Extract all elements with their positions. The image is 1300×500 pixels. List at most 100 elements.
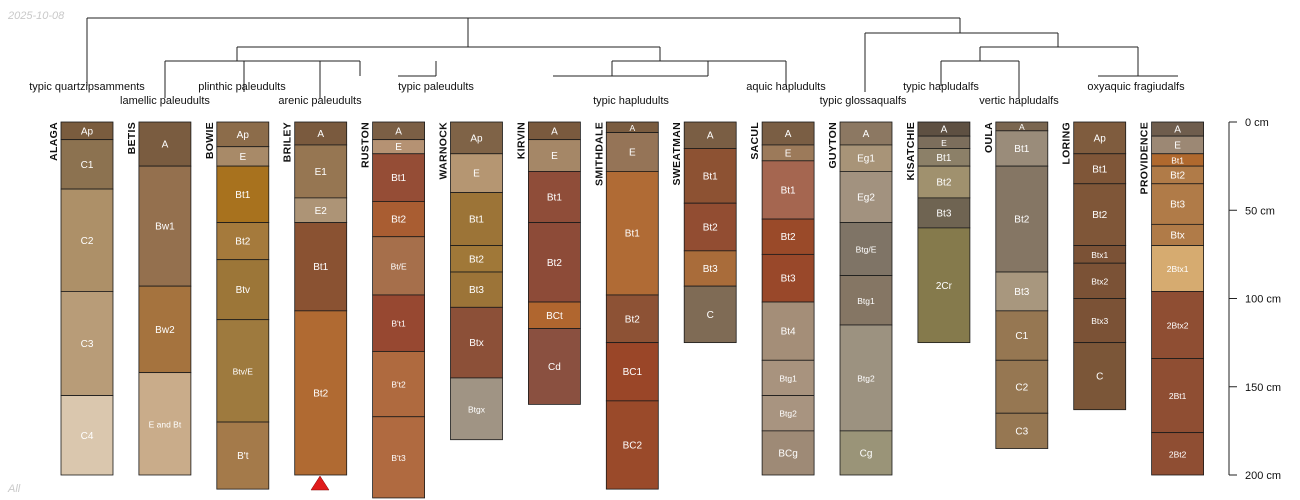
horizon-label: Bt3: [469, 285, 484, 296]
horizon-block: [761, 253, 815, 303]
horizon-label: Bt1: [1092, 164, 1107, 175]
horizon-label: Ap: [470, 133, 483, 144]
horizon-label: A: [941, 125, 948, 136]
horizon-block: [1151, 245, 1204, 292]
horizon-label: Bt1: [235, 190, 250, 201]
axis-tick-label: 100 cm: [1245, 294, 1281, 306]
horizon-label: Bt2: [1092, 210, 1107, 221]
horizon-block: [450, 245, 503, 273]
horizon-label: Bt4: [781, 327, 796, 338]
horizon-block: [683, 250, 737, 287]
horizon-label: E: [551, 151, 558, 162]
profile-loring: LORING Ap Bt1 Bt2 Btx1 Btx2 Btx3 C: [1061, 121, 1127, 411]
profile-name: KIRVIN: [515, 122, 527, 159]
horizon-block: [216, 421, 270, 490]
horizon-label: Bt1: [625, 229, 640, 240]
horizon-block: [839, 144, 893, 172]
horizon-label: A: [551, 126, 558, 137]
horizon-block: [1073, 121, 1127, 155]
horizon-block: [372, 294, 426, 352]
axis-tick-label: 0 cm: [1245, 117, 1269, 129]
profile-columns: ALAGA Ap C1 C2 C3 C4 BETIS A Bw1 Bw2 E and Bt BOWIE…: [48, 121, 1204, 499]
profile-name: BRILEY: [282, 122, 294, 162]
horizon-label: Bt1: [391, 173, 406, 184]
horizon-block: [839, 171, 893, 224]
horizon-label: C: [1096, 372, 1103, 383]
horizon-label: BC2: [623, 440, 643, 451]
horizon-label: C2: [1015, 382, 1028, 393]
horizon-label: Bt3: [703, 264, 718, 275]
horizon-label: Bt3: [781, 274, 796, 285]
horizon-label: Bt3: [1170, 200, 1185, 211]
horizon-label: BCt: [546, 311, 563, 322]
horizon-label: Bt3: [936, 208, 951, 219]
horizon-label: Bt1: [1014, 144, 1029, 155]
horizon-label: C2: [81, 236, 94, 247]
profile-name: SACUL: [749, 122, 761, 160]
horizon-block: [1073, 262, 1127, 299]
horizon-block: [605, 342, 659, 402]
horizon-label: A: [317, 129, 324, 140]
profile-ruston: RUSTON AE Bt1 Bt2 Bt/E B't1 B't2 B't3: [360, 121, 426, 499]
horizon-block: [995, 165, 1049, 273]
profile-guyton: GUYTON A Eg1 Eg2 Btg/E Btg1 Btg2 Cg: [827, 121, 893, 476]
horizon-block: [917, 165, 971, 199]
horizon-label: E: [473, 169, 480, 180]
horizon-label: Bt/E: [391, 261, 407, 271]
horizon-label: C1: [81, 160, 94, 171]
horizon-label: Bt2: [1170, 170, 1185, 181]
horizon-label: 2Bt1: [1169, 391, 1187, 401]
horizon-block: [138, 121, 192, 167]
profile-name: PROVIDENCE: [1139, 122, 1151, 194]
horizon-block: [450, 192, 503, 246]
horizon-label: BC1: [623, 367, 643, 378]
profile-name: BETIS: [126, 122, 138, 154]
horizon-block: [1073, 342, 1127, 411]
profile-kisatchie: KISATCHIE AE Bt1 Bt2 Bt3 2Cr: [905, 121, 971, 344]
horizon-label: B't1: [391, 319, 406, 329]
horizon-block: [1151, 183, 1204, 225]
horizon-block: [60, 139, 114, 190]
horizon-label: Bt1: [547, 193, 562, 204]
horizon-label: A: [1019, 122, 1025, 132]
date-stamp: 2025-10-08: [7, 10, 65, 22]
profile-name: ALAGA: [48, 122, 60, 161]
horizon-label: Bt1: [313, 262, 328, 273]
horizon-label: Bt1: [1171, 155, 1184, 165]
horizon-block: [995, 130, 1049, 167]
profile-alaga: ALAGA Ap C1 C2 C3 C4: [48, 121, 114, 476]
group-label: vertic hapludalfs: [979, 95, 1059, 107]
horizon-label: B't: [237, 451, 249, 462]
horizon-label: Eg2: [857, 193, 875, 204]
horizon-label: Ap: [81, 126, 94, 137]
horizon-label: Btx: [1170, 230, 1184, 241]
horizon-block: [1073, 298, 1127, 344]
horizon-block: [605, 400, 659, 490]
horizon-block: [683, 202, 737, 252]
horizon-label: C4: [81, 431, 94, 442]
horizon-label: E: [941, 138, 947, 148]
horizon-label: Btg1: [779, 373, 797, 383]
horizon-block: [761, 430, 815, 476]
profile-sweatman: SWEATMAN A Bt1 Bt2 Bt3 C: [671, 121, 737, 344]
profile-providence: PROVIDENCE AE Bt1 Bt2 Bt3 Btx 2Btx1 2Btx2 2Bt1 2B…: [1139, 121, 1204, 476]
horizon-label: B't2: [391, 380, 406, 390]
horizon-block: [216, 165, 270, 224]
horizon-block: [761, 359, 815, 396]
horizon-label: Bt1: [781, 185, 796, 196]
axis-tick-label: 150 cm: [1245, 382, 1281, 394]
group-label: typic paleudults: [398, 81, 474, 93]
horizon-label: C3: [81, 339, 94, 350]
profile-name: BOWIE: [204, 122, 216, 159]
horizon-block: [450, 377, 503, 441]
horizon-block: [995, 412, 1049, 449]
profile-name: KISATCHIE: [905, 122, 917, 181]
horizon-block: [60, 395, 114, 476]
profile-oula: OULA A Bt1 Bt2 Bt3 C1 C2 C3: [983, 121, 1049, 449]
horizon-label: Bt2: [781, 232, 796, 243]
horizon-label: Btx: [469, 338, 483, 349]
horizon-label: A: [395, 126, 402, 137]
horizon-label: Bt3: [1014, 287, 1029, 298]
profile-smithdale: SMITHDALE A E Bt1 Bt2 BC1 BC2: [593, 121, 659, 490]
horizon-label: E: [239, 152, 246, 163]
